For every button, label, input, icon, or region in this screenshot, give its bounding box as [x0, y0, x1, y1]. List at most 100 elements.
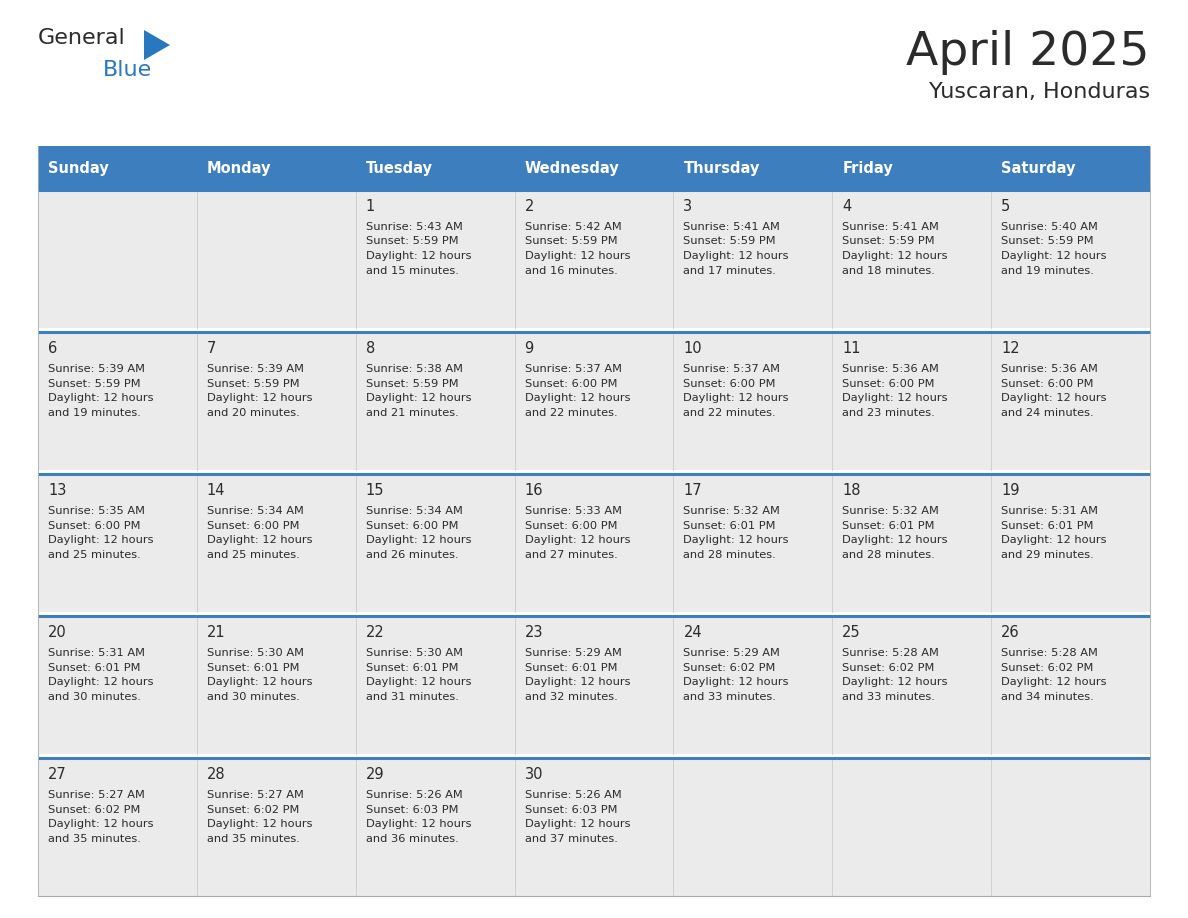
Text: Sunrise: 5:27 AM: Sunrise: 5:27 AM — [207, 790, 304, 800]
Text: Daylight: 12 hours: Daylight: 12 hours — [366, 535, 472, 545]
FancyBboxPatch shape — [514, 332, 674, 470]
FancyBboxPatch shape — [674, 146, 833, 190]
Text: 3: 3 — [683, 199, 693, 214]
Text: Sunrise: 5:32 AM: Sunrise: 5:32 AM — [842, 506, 940, 516]
Text: Sunset: 6:00 PM: Sunset: 6:00 PM — [207, 521, 299, 531]
Text: Sunset: 6:00 PM: Sunset: 6:00 PM — [366, 521, 459, 531]
Text: and 24 minutes.: and 24 minutes. — [1001, 408, 1094, 418]
Text: Tuesday: Tuesday — [366, 161, 432, 175]
Text: Sunset: 5:59 PM: Sunset: 5:59 PM — [48, 378, 140, 388]
Text: 22: 22 — [366, 625, 385, 640]
FancyBboxPatch shape — [514, 616, 674, 754]
Text: Sunset: 6:00 PM: Sunset: 6:00 PM — [1001, 378, 1094, 388]
Text: and 32 minutes.: and 32 minutes. — [525, 692, 618, 701]
Text: Sunrise: 5:34 AM: Sunrise: 5:34 AM — [207, 506, 304, 516]
Text: 1: 1 — [366, 199, 375, 214]
Text: Monday: Monday — [207, 161, 271, 175]
FancyBboxPatch shape — [514, 146, 674, 190]
Text: and 33 minutes.: and 33 minutes. — [842, 692, 935, 701]
Text: General: General — [38, 28, 126, 48]
Text: 24: 24 — [683, 625, 702, 640]
Text: Daylight: 12 hours: Daylight: 12 hours — [366, 393, 472, 403]
FancyBboxPatch shape — [355, 616, 514, 754]
Text: 13: 13 — [48, 483, 67, 498]
Text: Wednesday: Wednesday — [525, 161, 619, 175]
FancyBboxPatch shape — [991, 475, 1150, 611]
Text: Sunset: 6:03 PM: Sunset: 6:03 PM — [525, 805, 617, 815]
Text: and 20 minutes.: and 20 minutes. — [207, 408, 299, 418]
Text: Sunrise: 5:29 AM: Sunrise: 5:29 AM — [683, 648, 781, 658]
Text: and 35 minutes.: and 35 minutes. — [207, 834, 299, 844]
Text: Sunday: Sunday — [48, 161, 109, 175]
FancyBboxPatch shape — [197, 616, 355, 754]
Text: Sunrise: 5:33 AM: Sunrise: 5:33 AM — [525, 506, 621, 516]
Text: Sunrise: 5:31 AM: Sunrise: 5:31 AM — [1001, 506, 1098, 516]
Text: Thursday: Thursday — [683, 161, 760, 175]
FancyBboxPatch shape — [355, 190, 514, 328]
Text: 12: 12 — [1001, 341, 1019, 356]
Text: 20: 20 — [48, 625, 67, 640]
Text: Daylight: 12 hours: Daylight: 12 hours — [207, 393, 312, 403]
FancyBboxPatch shape — [38, 475, 197, 611]
Text: Sunset: 6:01 PM: Sunset: 6:01 PM — [842, 521, 935, 531]
Text: Daylight: 12 hours: Daylight: 12 hours — [683, 251, 789, 261]
Text: and 34 minutes.: and 34 minutes. — [1001, 692, 1094, 701]
Text: Daylight: 12 hours: Daylight: 12 hours — [366, 677, 472, 688]
Text: Sunrise: 5:41 AM: Sunrise: 5:41 AM — [842, 222, 940, 232]
FancyBboxPatch shape — [991, 190, 1150, 328]
Text: 4: 4 — [842, 199, 852, 214]
Text: Sunrise: 5:39 AM: Sunrise: 5:39 AM — [48, 364, 145, 375]
FancyBboxPatch shape — [833, 475, 991, 611]
FancyBboxPatch shape — [991, 332, 1150, 470]
Text: and 15 minutes.: and 15 minutes. — [366, 265, 459, 275]
Text: Sunrise: 5:31 AM: Sunrise: 5:31 AM — [48, 648, 145, 658]
FancyBboxPatch shape — [38, 616, 197, 754]
Text: Sunrise: 5:28 AM: Sunrise: 5:28 AM — [1001, 648, 1098, 658]
Text: Sunrise: 5:30 AM: Sunrise: 5:30 AM — [366, 648, 462, 658]
Text: Sunset: 6:00 PM: Sunset: 6:00 PM — [48, 521, 140, 531]
FancyBboxPatch shape — [38, 758, 197, 896]
Text: Sunset: 6:01 PM: Sunset: 6:01 PM — [525, 663, 617, 673]
Text: Sunset: 5:59 PM: Sunset: 5:59 PM — [842, 237, 935, 247]
Text: 10: 10 — [683, 341, 702, 356]
Text: Sunset: 5:59 PM: Sunset: 5:59 PM — [683, 237, 776, 247]
FancyBboxPatch shape — [514, 190, 674, 328]
Text: 2: 2 — [525, 199, 533, 214]
FancyBboxPatch shape — [833, 758, 991, 896]
Text: 28: 28 — [207, 767, 226, 782]
Text: Sunrise: 5:36 AM: Sunrise: 5:36 AM — [1001, 364, 1098, 375]
Text: Sunrise: 5:26 AM: Sunrise: 5:26 AM — [366, 790, 462, 800]
FancyBboxPatch shape — [514, 475, 674, 611]
Text: Daylight: 12 hours: Daylight: 12 hours — [525, 677, 630, 688]
Text: Sunset: 6:02 PM: Sunset: 6:02 PM — [1001, 663, 1093, 673]
FancyBboxPatch shape — [355, 146, 514, 190]
Text: and 27 minutes.: and 27 minutes. — [525, 550, 618, 560]
Text: Sunset: 6:00 PM: Sunset: 6:00 PM — [842, 378, 935, 388]
Text: Daylight: 12 hours: Daylight: 12 hours — [48, 677, 153, 688]
Text: Sunset: 6:01 PM: Sunset: 6:01 PM — [683, 521, 776, 531]
Text: and 17 minutes.: and 17 minutes. — [683, 265, 776, 275]
Text: Daylight: 12 hours: Daylight: 12 hours — [683, 535, 789, 545]
Text: 14: 14 — [207, 483, 226, 498]
Text: Sunrise: 5:26 AM: Sunrise: 5:26 AM — [525, 790, 621, 800]
Text: Sunset: 5:59 PM: Sunset: 5:59 PM — [366, 378, 459, 388]
Text: Sunrise: 5:28 AM: Sunrise: 5:28 AM — [842, 648, 940, 658]
FancyBboxPatch shape — [355, 758, 514, 896]
Text: and 36 minutes.: and 36 minutes. — [366, 834, 459, 844]
FancyBboxPatch shape — [991, 616, 1150, 754]
Text: and 16 minutes.: and 16 minutes. — [525, 265, 618, 275]
Text: and 23 minutes.: and 23 minutes. — [842, 408, 935, 418]
Text: and 29 minutes.: and 29 minutes. — [1001, 550, 1094, 560]
Text: Daylight: 12 hours: Daylight: 12 hours — [525, 535, 630, 545]
Text: 27: 27 — [48, 767, 67, 782]
FancyBboxPatch shape — [674, 190, 833, 328]
Text: Blue: Blue — [103, 60, 152, 80]
Text: Daylight: 12 hours: Daylight: 12 hours — [525, 820, 630, 829]
FancyBboxPatch shape — [38, 332, 197, 470]
Text: Sunset: 6:00 PM: Sunset: 6:00 PM — [525, 521, 617, 531]
Text: and 22 minutes.: and 22 minutes. — [525, 408, 618, 418]
Text: Sunset: 6:00 PM: Sunset: 6:00 PM — [525, 378, 617, 388]
Text: Sunset: 6:02 PM: Sunset: 6:02 PM — [683, 663, 776, 673]
Text: 18: 18 — [842, 483, 861, 498]
Text: Daylight: 12 hours: Daylight: 12 hours — [366, 251, 472, 261]
